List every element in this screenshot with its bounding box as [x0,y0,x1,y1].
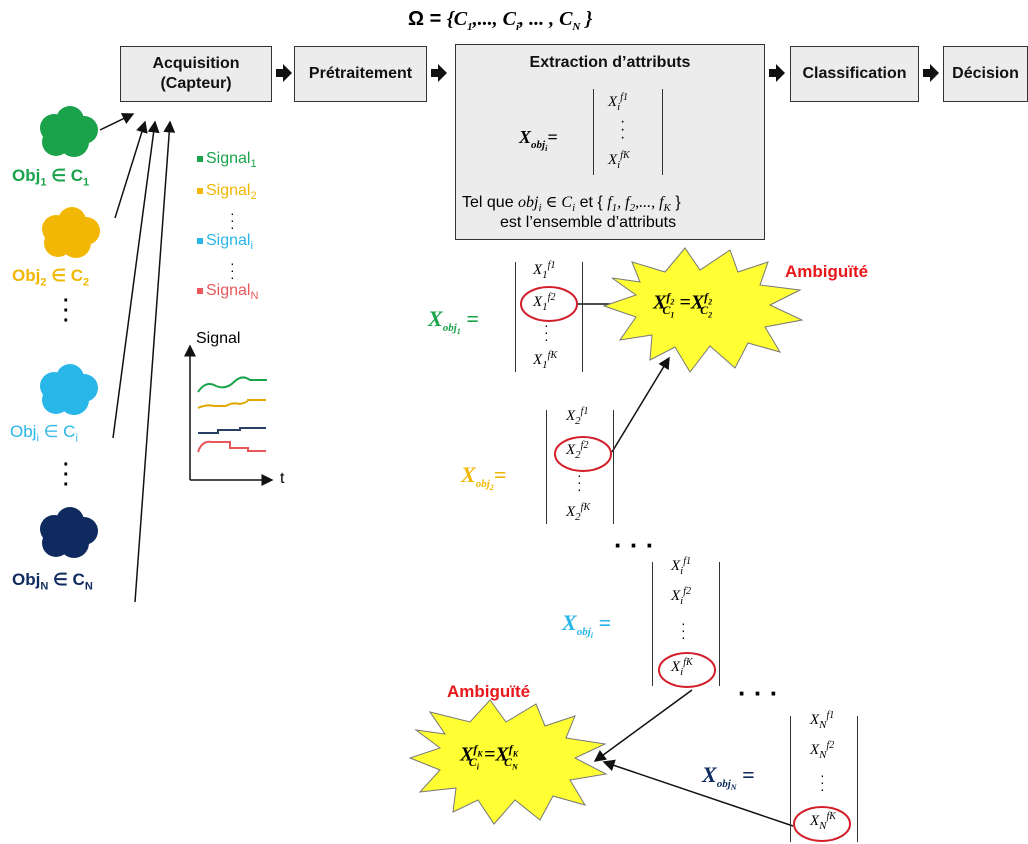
vector-label-i: Xobji = [562,610,612,641]
acquisition-box: Acquisition (Capteur) [120,46,272,102]
ambiguity-equation-1: Xf2C1 =Xf2C2 [653,290,713,320]
vector2-item-2: X2f2 [566,440,589,461]
extraction-caption-1: Tel que obji ∈ Ci et { f1, f2,..., fK } [462,192,681,214]
cloud-icon-obj2 [42,207,100,258]
vector-bracket-2 [546,410,614,524]
vector-label-2: Xobj2= [461,462,507,493]
vector2-item-1: X2f1 [566,406,589,427]
cloud-icon-obj1 [40,106,98,157]
ambiguity-burst-1 [602,247,804,373]
vector1-item-2: X1f2 [533,292,556,313]
signal-dots-2: · · · [230,255,235,285]
acquisition-sublabel: (Capteur) [160,75,232,92]
caption-mid: et { [579,194,603,211]
object-label-n: ObjN ∈ CN [12,570,93,593]
signal-dots-1: · · · [230,205,235,235]
vectorn-item-1: XNf1 [810,710,835,731]
vector2-dots: · · · [577,467,582,497]
signal-item-1: Signal1 [197,150,257,170]
square-icon [197,155,203,162]
decision-box: Décision [943,46,1028,102]
plot-x-label: t [280,470,285,487]
decision-label: Décision [952,65,1019,82]
cloud-icon-obji [40,364,98,415]
ambiguity-equation-2: XfKCi =XfKCN [460,742,519,772]
caption-end: } [675,194,681,211]
classification-box: Classification [790,46,919,102]
acquisition-label: Acquisition [152,55,240,72]
vector2-item-k: X2fK [566,502,591,523]
pretraitement-label: Prétraitement [308,65,413,82]
object-dots-2: · · · [63,454,70,496]
pipeline-arrows [276,64,939,82]
signal-plot [184,344,274,486]
extraction-item-bottom: XifK [608,150,630,171]
classification-label: Classification [802,65,907,82]
ambiguity-label-2: Ambiguïté [447,682,531,701]
extraction-label: Extraction d’attributs [529,54,691,71]
vector-bracket-i [652,562,720,686]
vectorn-dots: · · · [820,767,825,797]
ambiguity-burst-2 [408,699,608,825]
square-icon [197,287,203,294]
cloud-icon-objn [40,507,98,558]
object-label-2: Obj2 ∈ C2 [12,266,90,289]
extraction-dots: · · · [620,113,626,146]
vector-label-1: Xobj1 = [428,306,479,337]
ellipsis-1: · · · [614,530,655,560]
ambiguity-arrows [577,298,794,827]
extraction-box: Extraction d’attributs [455,44,765,240]
object-arrows [99,113,176,603]
square-icon [197,237,203,244]
vector1-dots: · · · [544,317,549,347]
vectori-item-k: XifK [671,657,693,678]
extraction-item-top: Xif1 [608,92,629,113]
vectori-item-1: Xif1 [671,556,692,577]
square-icon [197,187,203,194]
ambiguity-label-1: Ambiguïté [785,262,869,281]
vectorn-item-2: XNf2 [810,740,835,761]
extraction-vector [593,89,663,175]
signal-item-2: Signal2 [197,182,257,202]
omega-symbol: Ω = [408,8,442,30]
vectori-item-2: Xif2 [671,586,692,607]
signal-item-n: SignalN [197,282,258,302]
ellipsis-2: · · · [738,678,779,708]
highlight-circles [520,286,851,842]
plot-y-label: Signal [196,330,241,347]
object-label-i: Obji ∈ Ci [10,422,78,445]
signal-item-i: Signali [197,232,253,252]
vector1-item-1: X1f1 [533,260,556,281]
object-label-1: Obj1 ∈ C1 [12,166,90,189]
vectori-dots: · · · [681,615,686,645]
vector-bracket-n [790,716,858,842]
object-dots-1: · · · [63,290,70,332]
pretraitement-box: Prétraitement [294,46,427,102]
caption-math: obji ∈ Ci [518,194,576,215]
extraction-vector-label: Xobji= [519,127,558,153]
vector-bracket-1 [515,262,583,372]
caption-set: f1, f2,..., fK [607,194,671,215]
vectorn-item-k: XNfK [810,811,836,832]
omega-set: Ω = {C1,..., Ci, ... , CN } [408,8,593,33]
vector-label-n: XobjN = [702,762,755,793]
extraction-caption-2: est l’ensemble d’attributs [500,214,677,231]
vector1-item-k: X1fK [533,350,558,371]
caption-pre: Tel que [462,194,514,211]
